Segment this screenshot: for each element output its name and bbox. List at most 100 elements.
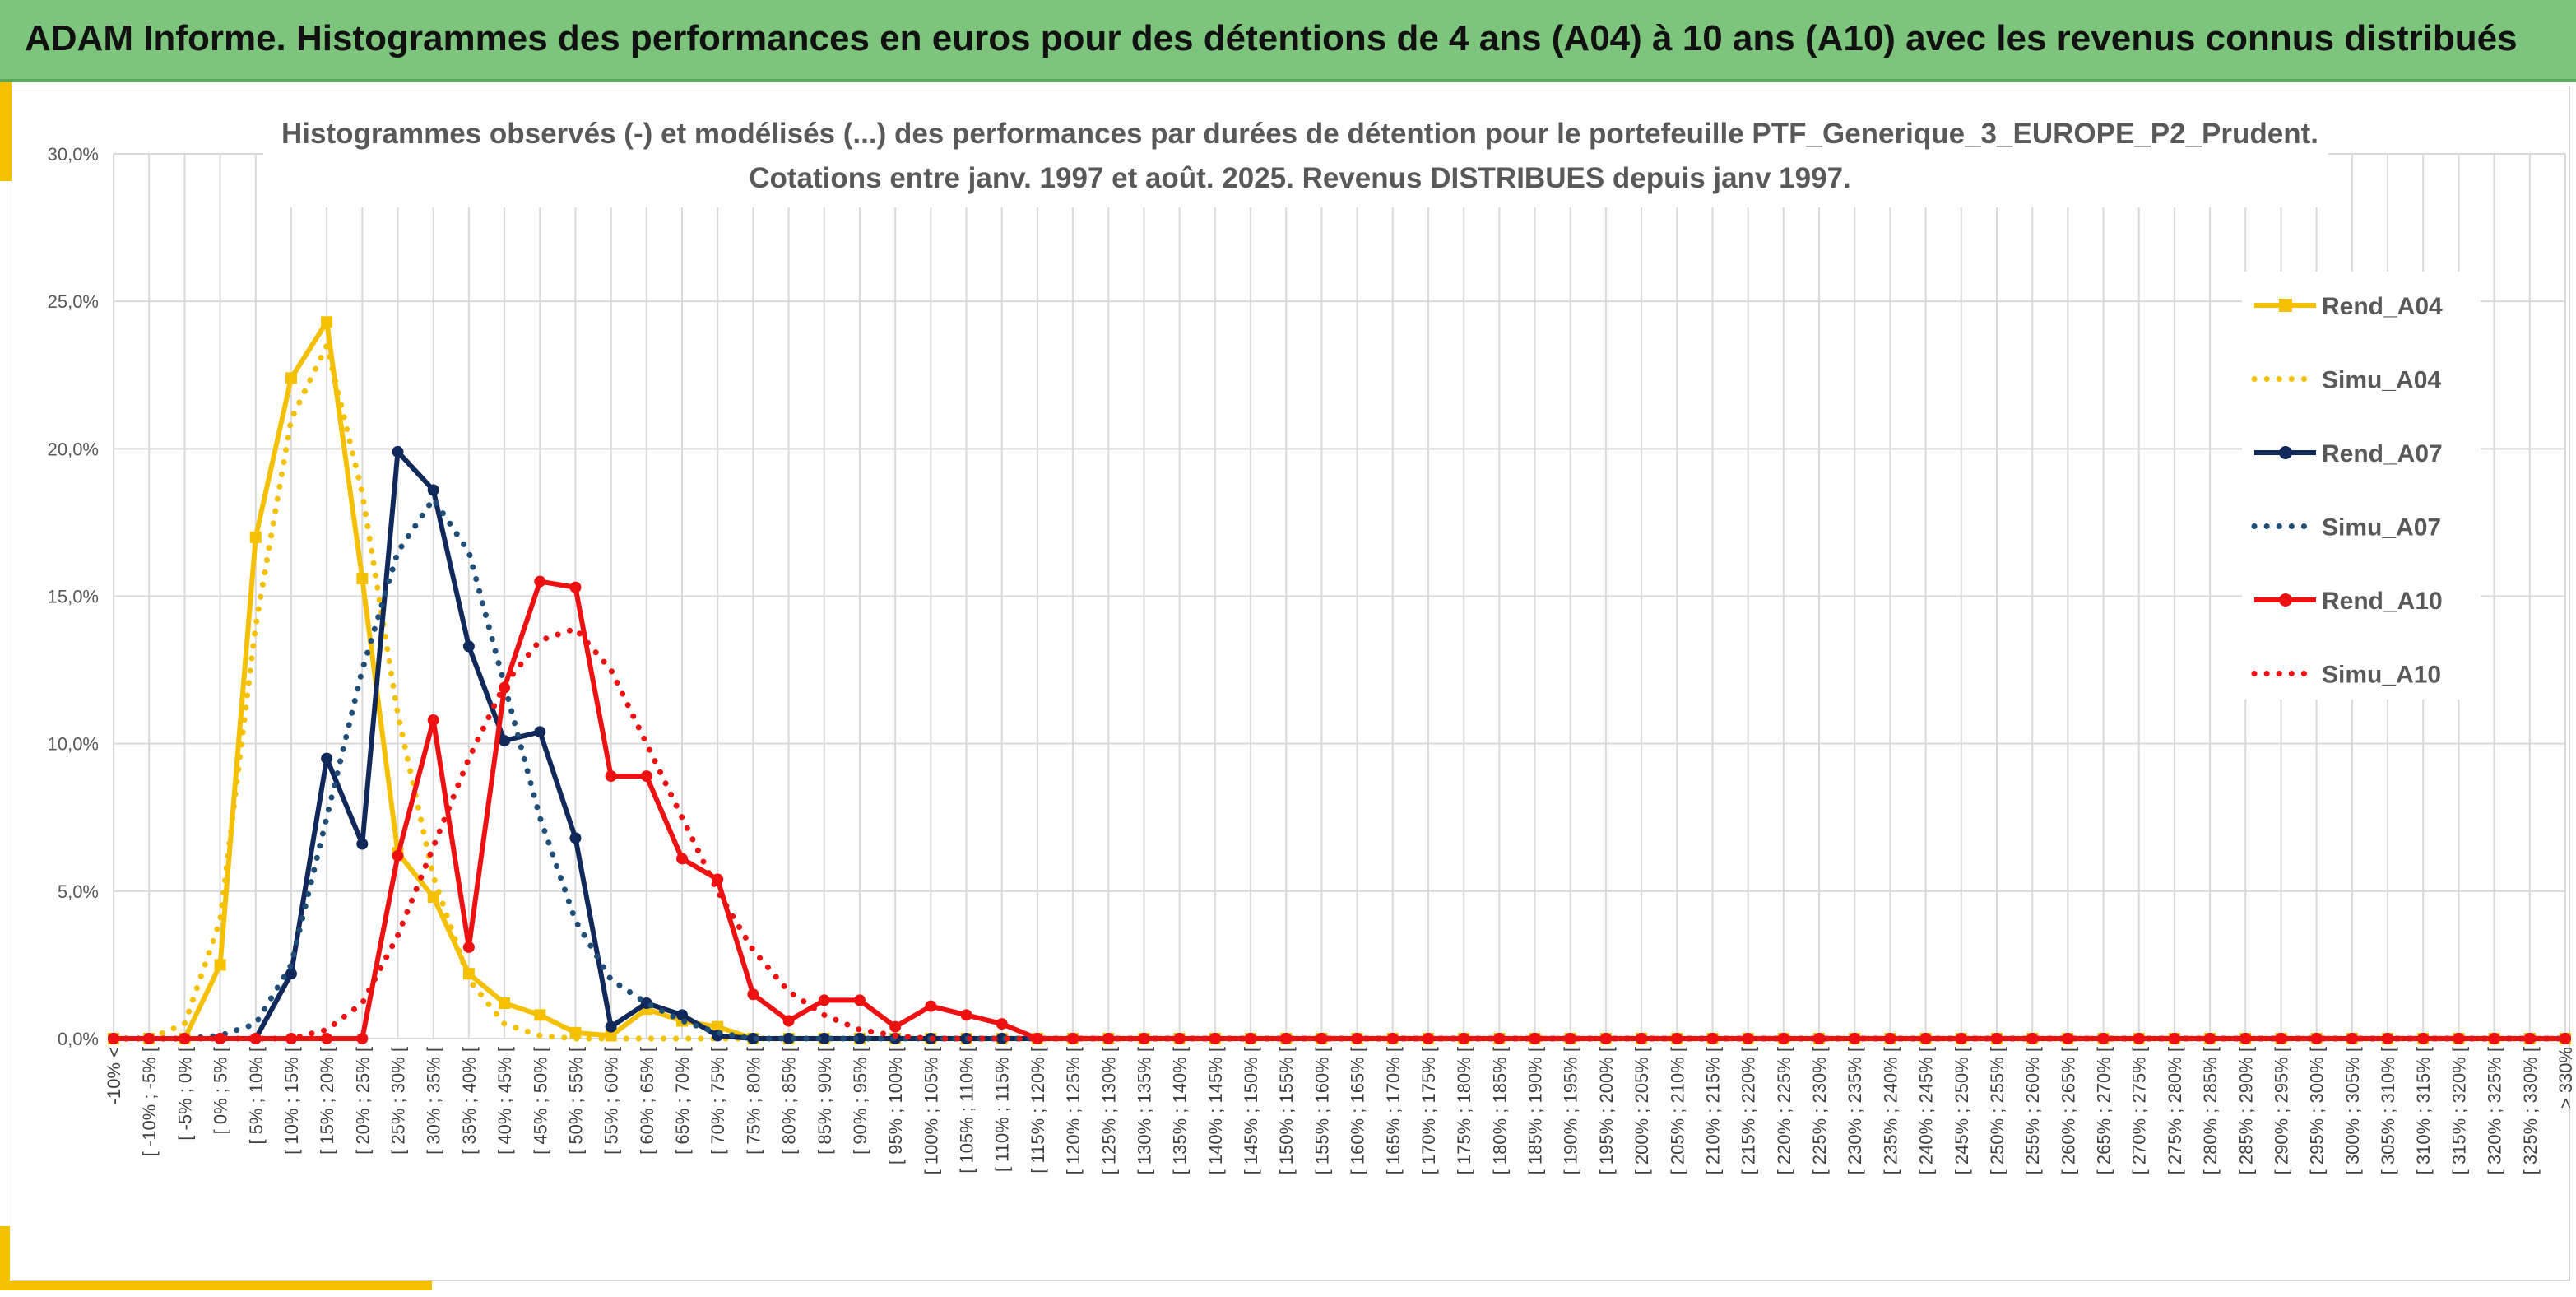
- x-tick-label: [ 185% ; 190% [: [1525, 1047, 1546, 1174]
- x-tick-label: [ 300% ; 305% [: [2342, 1047, 2363, 1174]
- data-point: [782, 1033, 795, 1044]
- data-point: [462, 640, 475, 653]
- data-point: [356, 1033, 369, 1044]
- data-point: [569, 581, 582, 593]
- data-point: [996, 1018, 1008, 1030]
- x-tick-label: [ 220% ; 225% [: [1774, 1047, 1794, 1174]
- x-tick-label: [ 195% ; 200% [: [1596, 1047, 1617, 1174]
- data-point: [1245, 1033, 1257, 1044]
- data-point: [747, 1033, 759, 1044]
- data-point: [2097, 1033, 2110, 1044]
- data-point: [249, 1033, 262, 1044]
- chart-title-background: [263, 105, 2328, 207]
- data-point: [214, 959, 226, 971]
- data-point: [640, 770, 652, 783]
- x-tick-label: [ 25% ; 30% [: [388, 1047, 409, 1155]
- data-point: [214, 1033, 226, 1044]
- x-tick-label: [ 130% ; 135% [: [1134, 1047, 1154, 1174]
- x-tick-label: [ 160% ; 165% [: [1348, 1047, 1368, 1174]
- series-lines: [108, 316, 2571, 1044]
- legend-label: Simu_A10: [2322, 662, 2441, 689]
- x-tick-label: [ 105% ; 110% [: [957, 1047, 977, 1174]
- data-point: [960, 1009, 972, 1021]
- data-point: [605, 1020, 617, 1033]
- x-axis-ticks: -10% < [ -10% ; -5% [[ -5% ; 0% [[ 0% ; 5…: [104, 1047, 2576, 1174]
- data-point: [321, 752, 333, 765]
- data-point: [462, 941, 475, 953]
- data-point: [1067, 1033, 1079, 1044]
- data-point: [392, 445, 404, 458]
- data-point: [925, 1000, 937, 1012]
- data-point: [427, 714, 439, 726]
- report-title: ADAM Informe. Histogrammes des performan…: [25, 18, 2518, 58]
- data-point: [747, 988, 759, 1001]
- legend-label: Simu_A07: [2322, 514, 2441, 542]
- x-tick-label: [ 125% ; 130% [: [1098, 1047, 1119, 1174]
- y-tick-label: 0,0%: [58, 1029, 99, 1049]
- x-tick-label: [ 175% ; 180% [: [1454, 1047, 1474, 1174]
- data-point: [676, 853, 689, 865]
- data-point: [676, 1009, 689, 1021]
- data-point: [356, 573, 369, 584]
- data-point: [427, 891, 439, 903]
- series-line-simu-a10: [110, 625, 2569, 1042]
- x-tick-label: [ 230% ; 235% [: [1845, 1047, 1865, 1174]
- data-point: [2310, 1033, 2323, 1044]
- x-tick-label: [ 20% ; 25% [: [352, 1047, 373, 1155]
- x-tick-label: [ 180% ; 185% [: [1489, 1047, 1510, 1174]
- data-point: [1031, 1033, 1043, 1044]
- data-point: [889, 1020, 902, 1033]
- data-point: [818, 1033, 830, 1044]
- series-line-rend-a07: [114, 449, 2565, 1041]
- chart-title-line-1: Histogrammes observés (-) et modélisés (…: [281, 118, 2318, 150]
- data-point: [285, 968, 297, 980]
- data-point: [249, 531, 262, 543]
- x-tick-label: [ 190% ; 195% [: [1561, 1047, 1581, 1174]
- x-tick-label: [ 240% ; 245% [: [1916, 1047, 1937, 1174]
- data-point: [534, 575, 546, 588]
- x-tick-label: [ 45% ; 50% [: [530, 1047, 550, 1155]
- data-point: [1777, 1033, 1789, 1044]
- data-point: [1529, 1033, 1541, 1044]
- legend: Rend_A04 Simu_A04 Rend_A07 Simu_A07 Rend_A10…: [2251, 293, 2443, 689]
- chart-title-line-2: Cotations entre janv. 1997 et août. 2025…: [749, 162, 1851, 194]
- legend-label: Simu_A04: [2322, 367, 2441, 394]
- x-tick-label: [ 30% ; 35% [: [424, 1047, 444, 1155]
- data-point: [1458, 1033, 1470, 1044]
- x-tick-label: [ 5% ; 10% [: [246, 1047, 267, 1145]
- x-tick-label: [ 305% ; 310% [: [2378, 1047, 2398, 1174]
- data-point: [321, 1033, 333, 1044]
- data-point: [782, 1015, 795, 1027]
- report-header-banner: ADAM Informe. Histogrammes des performan…: [0, 0, 2576, 82]
- x-tick-label: [ 245% ; 250% [: [1952, 1047, 1972, 1174]
- x-tick-label: [ 270% ; 275% [: [2129, 1047, 2150, 1174]
- x-tick-label: [ 255% ; 260% [: [2022, 1047, 2043, 1174]
- x-tick-label: [ 60% ; 65% [: [637, 1047, 657, 1155]
- y-tick-label: 10,0%: [48, 734, 99, 755]
- data-point: [996, 1033, 1008, 1044]
- x-tick-label: [ 65% ; 70% [: [672, 1047, 693, 1155]
- data-point: [2523, 1033, 2536, 1044]
- legend-marker: [2279, 299, 2292, 312]
- x-tick-label: [ 80% ; 85% [: [779, 1047, 800, 1155]
- x-tick-label: [ 55% ; 60% [: [601, 1047, 622, 1155]
- x-tick-label: -10% <: [104, 1047, 124, 1104]
- x-tick-label: [ 85% ; 90% [: [815, 1047, 835, 1155]
- data-point: [534, 726, 546, 738]
- x-tick-label: [ 235% ; 240% [: [1880, 1047, 1901, 1174]
- x-tick-label: [ 135% ; 140% [: [1170, 1047, 1191, 1174]
- accent-bar-bottom-left: [0, 1226, 10, 1290]
- data-point: [853, 1033, 866, 1044]
- data-point: [1280, 1033, 1293, 1044]
- x-tick-label: [ 35% ; 40% [: [459, 1047, 480, 1155]
- x-tick-label: [ 40% ; 45% [: [494, 1047, 515, 1155]
- x-tick-label: [ 205% ; 210% [: [1667, 1047, 1687, 1174]
- data-point: [2062, 1033, 2074, 1044]
- x-tick-label: [ 15% ; 20% [: [317, 1047, 337, 1155]
- data-point: [1564, 1033, 1576, 1044]
- x-tick-label: [ -5% ; 0% [: [174, 1047, 195, 1141]
- data-point: [605, 770, 617, 783]
- x-tick-label: [ 90% ; 95% [: [850, 1047, 870, 1155]
- data-point: [285, 1033, 297, 1044]
